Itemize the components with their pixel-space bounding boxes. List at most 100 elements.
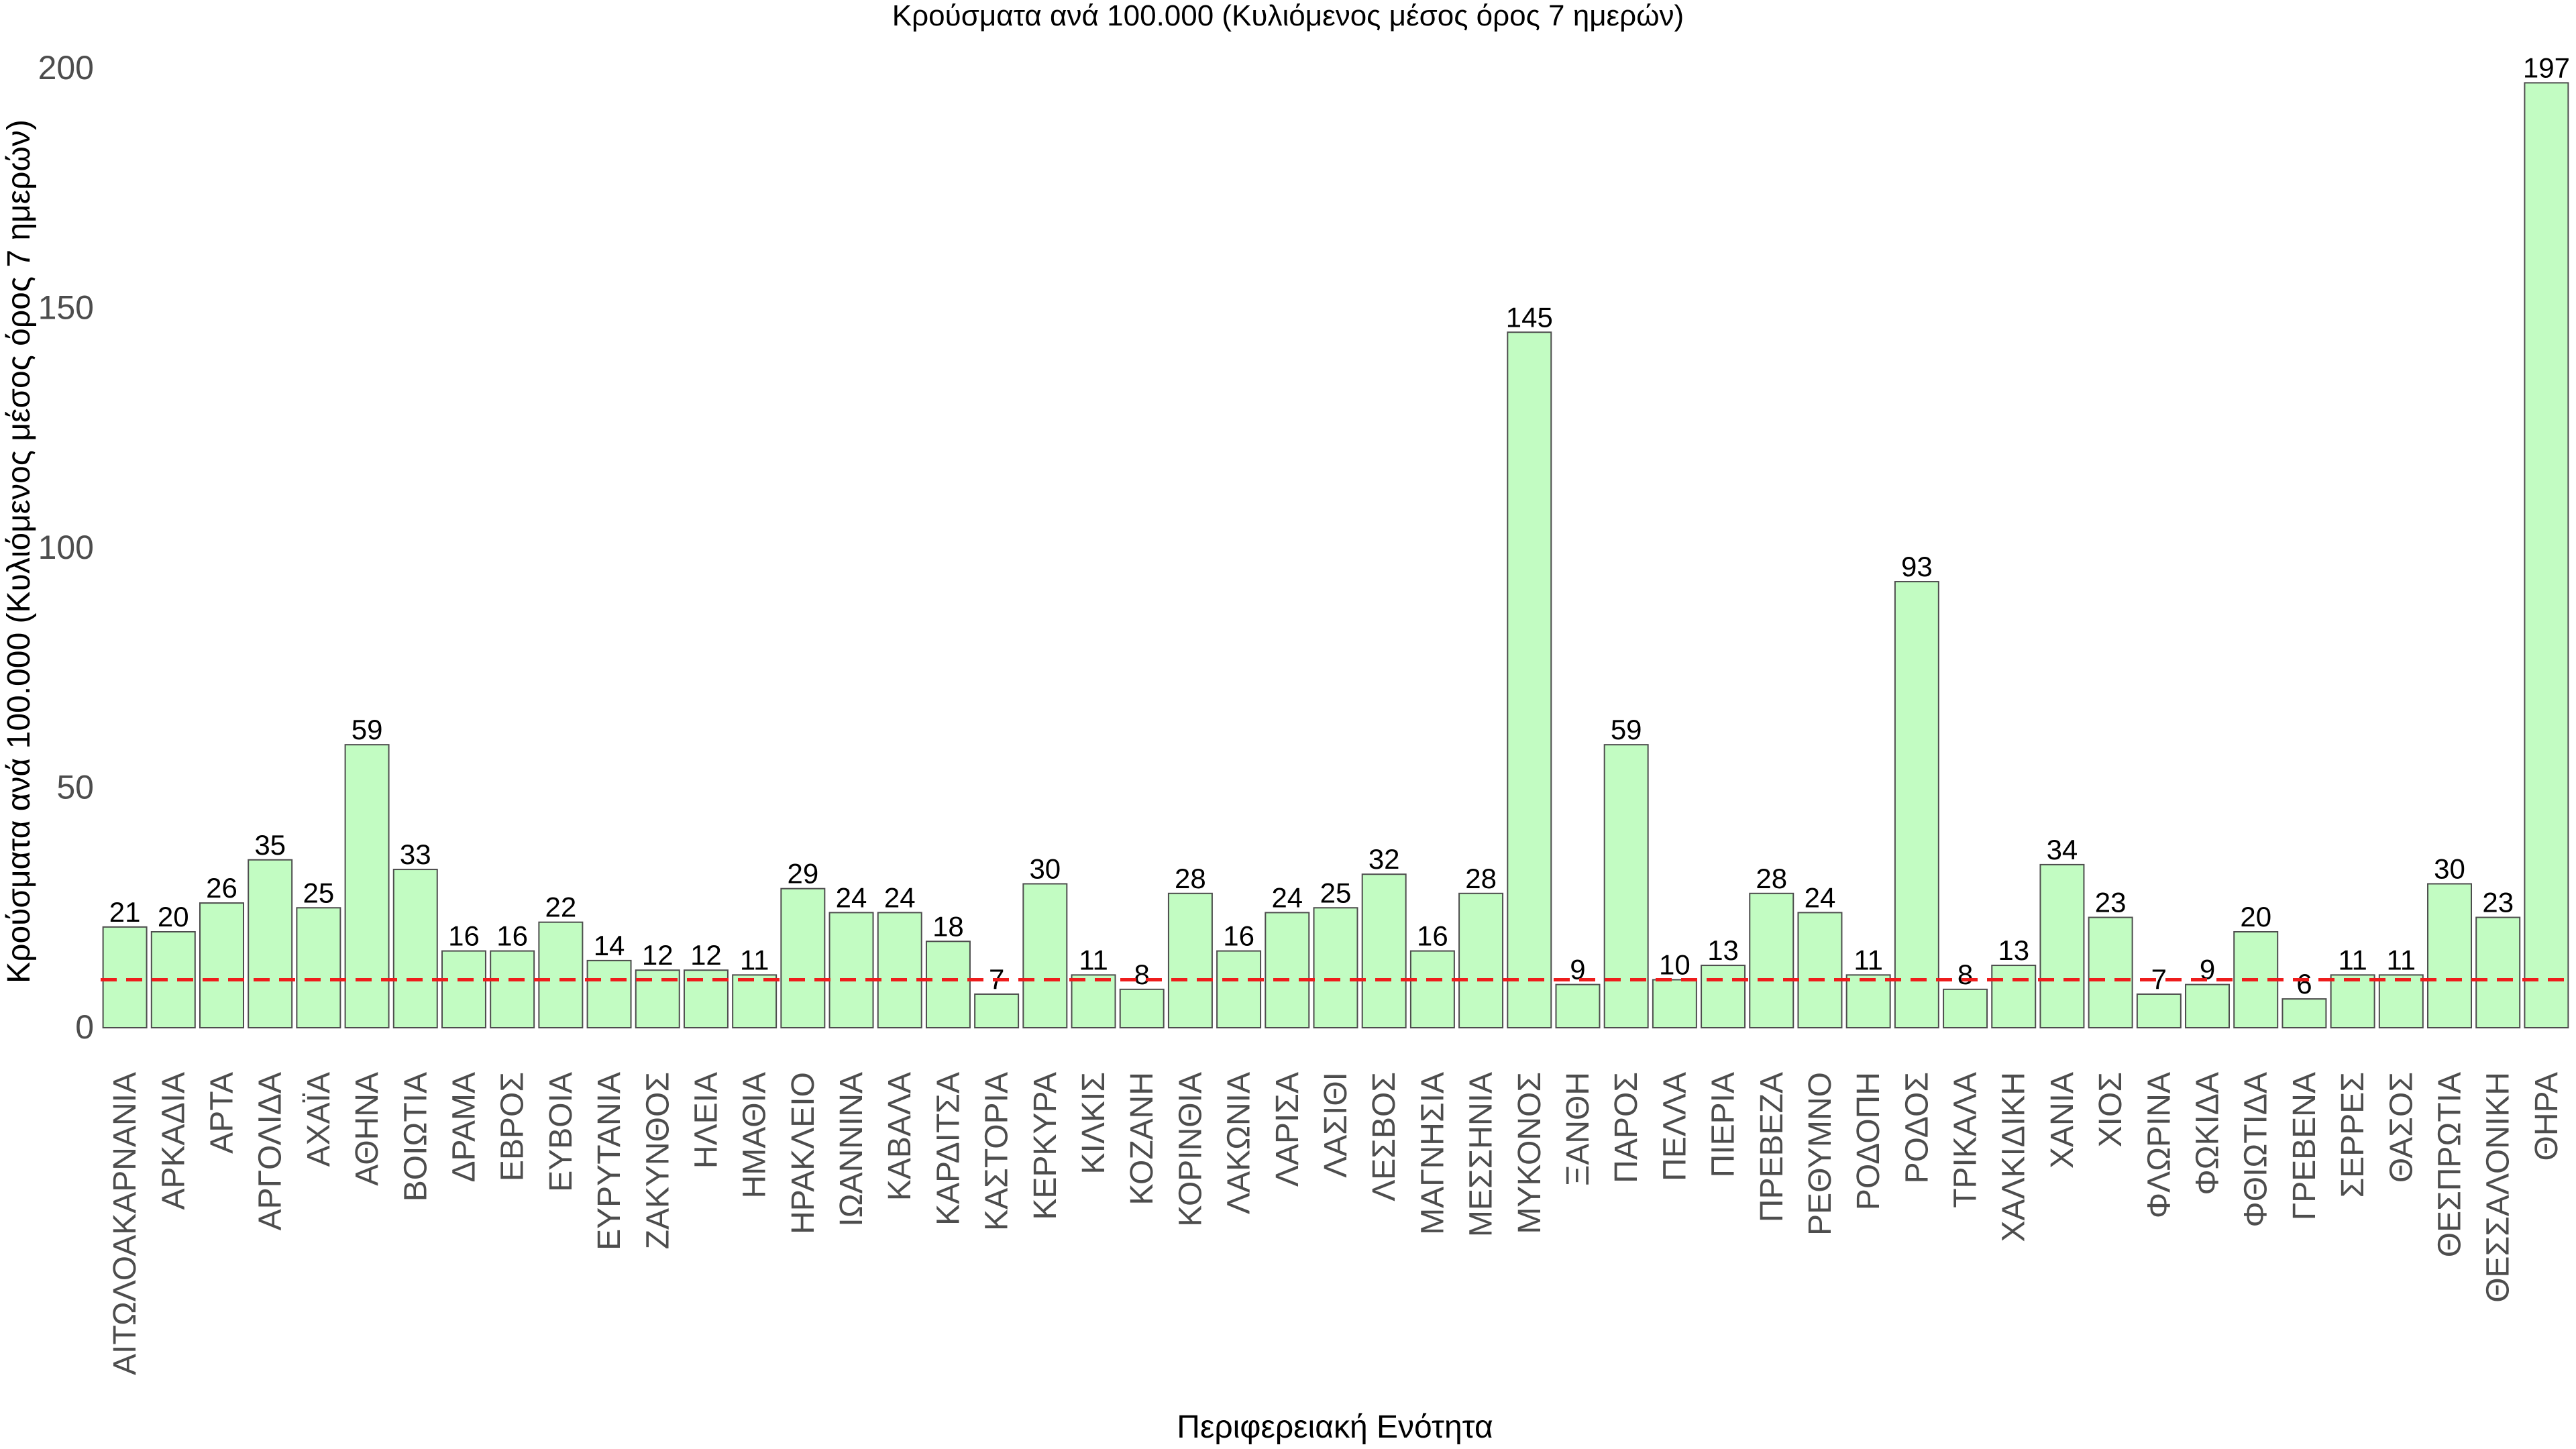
data-label: 33 [400,839,431,870]
x-category-label: ΔΡΑΜΑ [446,1072,482,1183]
data-label: 23 [2095,887,2127,918]
bar [296,907,341,1028]
bar [1797,912,1843,1029]
bar [1119,988,1165,1029]
x-category-label: ΗΛΕΙΑ [688,1072,724,1169]
x-category-label: ΦΩΚΙΔΑ [2190,1072,2226,1195]
data-label: 9 [2200,954,2215,985]
data-label: 35 [254,829,286,861]
x-category-label: ΚΕΡΚΥΡΑ [1028,1072,1063,1220]
data-label: 24 [884,881,916,913]
data-label: 93 [1901,551,1933,582]
data-labels: 21 20 26 35 25 59 33 16 16 22 14 12 12 11 29 24 24 18 7 30 1… [109,52,2570,1000]
x-category-label: ΧΙΟΣ [2093,1072,2129,1147]
bar [1603,744,1649,1029]
data-label: 13 [1998,934,2029,966]
bar [1555,983,1601,1029]
x-category-label: ΙΩΑΝΝΙΝΑ [834,1072,869,1227]
x-category-label: ΚΟΡΙΝΘΙΑ [1173,1072,1208,1227]
x-category-label: ΜΑΓΝΗΣΙΑ [1415,1072,1450,1235]
bar [2427,883,2472,1028]
data-label: 34 [2047,834,2078,865]
data-label: 21 [109,896,141,928]
x-category-label: ΑΘΗΝΑ [350,1072,385,1186]
data-label: 14 [594,930,625,961]
x-category-label: ΑΧΑΪΑ [301,1072,337,1167]
bar [1749,892,1794,1029]
chart-title: Κρούσματα ανά 100.000 (Κυλιόμενος μέσος … [892,0,1684,32]
x-category-label: ΚΟΖΑΝΗ [1124,1072,1160,1205]
x-category-label: ΦΛΩΡΙΝΑ [2141,1072,2177,1218]
data-label: 29 [787,858,818,890]
data-label: 12 [690,939,722,971]
x-category-label: ΠΡΕΒΕΖΑ [1754,1072,1790,1222]
bar [1845,974,1891,1028]
x-category-label: ΗΜΑΘΙΑ [737,1072,773,1198]
data-label: 30 [2434,853,2465,885]
x-category-label: ΧΑΝΙΑ [2045,1072,2080,1169]
x-category-label: ΠΑΡΟΣ [1609,1072,1644,1183]
data-label: 22 [545,892,577,923]
bar [1991,965,2037,1029]
bar [392,869,438,1029]
bar [199,902,244,1028]
bar [2378,974,2424,1028]
x-category-label: ΗΡΑΚΛΕΙΟ [786,1072,821,1234]
y-tick-label: 0 [75,1008,94,1046]
data-label: 197 [2523,52,2570,83]
x-category-label: ΡΕΘΥΜΝΟ [1803,1072,1838,1236]
data-label: 8 [1957,959,1973,990]
data-label: 24 [1271,881,1303,913]
data-label: 16 [448,920,480,952]
x-category-label: ΕΒΡΟΣ [495,1072,531,1181]
bars [102,82,2569,1029]
x-category-label: ΘΗΡΑ [2529,1072,2565,1161]
bar [2088,916,2133,1029]
bar [1167,892,1213,1029]
x-category-label: ΘΕΣΣΑΛΟΝΙΚΗ [2481,1072,2516,1303]
data-label: 24 [836,881,867,913]
bar [2136,993,2182,1028]
data-label: 18 [932,910,964,942]
data-label: 145 [1506,301,1553,333]
data-label: 24 [1805,881,1836,913]
bar [2330,974,2375,1028]
data-label: 11 [740,944,769,975]
x-category-label: ΡΟΔΟΣ [1899,1072,1935,1183]
x-category-label: ΕΥΡΥΤΑΝΙΑ [592,1072,627,1250]
x-category-label: ΞΑΝΘΗ [1560,1072,1596,1186]
data-label: 32 [1368,843,1400,875]
bar [1313,907,1358,1028]
bar [2282,998,2327,1028]
bar [1701,965,1746,1029]
x-category-label: ΠΕΛΛΑ [1657,1072,1693,1181]
bar [2039,863,2085,1029]
x-category-label: ΛΑΡΙΣΑ [1270,1072,1305,1187]
data-label: 16 [496,920,528,952]
bar [1652,979,1697,1028]
data-label: 8 [1134,959,1150,990]
x-category-label: ΛΑΚΩΝΙΑ [1222,1072,1257,1214]
data-label: 28 [1175,863,1206,894]
x-category-label: ΕΥΒΟΙΑ [543,1072,579,1192]
x-category-label: ΑΡΚΑΔΙΑ [156,1072,191,1210]
data-label: 6 [2296,968,2312,1000]
x-category-label: ΘΕΣΠΡΩΤΙΑ [2432,1072,2468,1257]
bar [2475,916,2521,1029]
bar [1458,892,1504,1029]
y-tick-label: 100 [38,529,94,566]
data-label: 16 [1223,920,1254,952]
x-category-label: ΚΑΡΔΙΤΣΑ [930,1072,966,1226]
bar [2185,983,2231,1029]
x-category-label: ΠΙΕΡΙΑ [1706,1072,1741,1177]
bar [877,912,922,1029]
x-category-label: ΘΑΣΟΣ [2383,1072,2419,1183]
x-category-label: ΤΡΙΚΑΛΑ [1948,1072,1984,1208]
bar [1943,988,1988,1029]
x-category-label: ΜΥΚΟΝΟΣ [1512,1072,1548,1234]
bar [1507,331,1552,1028]
data-label: 25 [303,877,335,908]
bar [1071,974,1116,1028]
bar [1409,950,1455,1028]
data-label: 11 [1854,944,1883,975]
